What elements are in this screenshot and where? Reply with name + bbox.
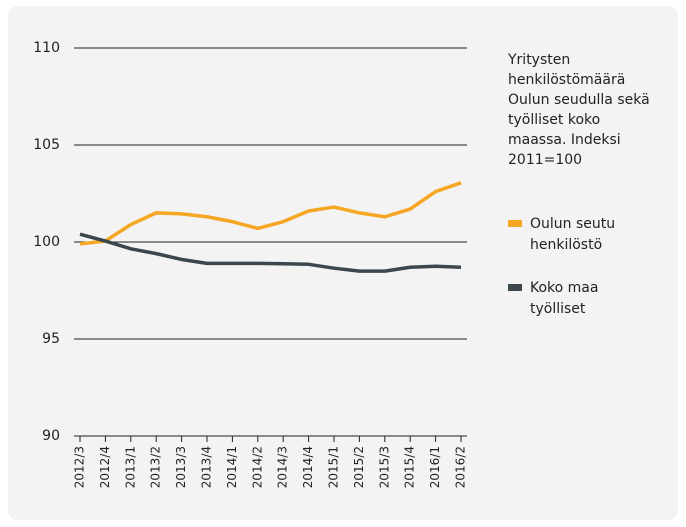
x-tick-label: 2016/2 [454, 446, 468, 488]
y-tick-label: 105 [33, 137, 60, 153]
legend-swatch [508, 284, 522, 291]
card [8, 6, 678, 520]
x-tick-label: 2014/2 [250, 446, 264, 488]
legend-label: Oulun seutu henkilöstö [530, 216, 616, 253]
legend-label: Koko maa työlliset [530, 280, 599, 317]
x-tick-label: 2014/3 [276, 446, 290, 488]
x-tick-label: 2015/1 [327, 446, 341, 488]
x-tick-label: 2013/1 [123, 446, 137, 488]
y-tick-label: 100 [33, 234, 60, 250]
x-tick-label: 2013/3 [174, 446, 188, 488]
y-tick-label: 110 [33, 40, 60, 56]
x-tick-label: 2015/2 [352, 446, 366, 488]
x-tick-label: 2012/3 [73, 446, 87, 488]
x-tick-label: 2014/4 [301, 446, 315, 488]
x-tick-label: 2012/4 [98, 446, 112, 488]
x-tick-label: 2015/4 [403, 446, 417, 488]
chart-title: Yritysten henkilöstömäärä Oulun seudulla… [508, 52, 650, 168]
x-tick-label: 2013/4 [200, 446, 214, 488]
x-tick-label: 2015/3 [377, 446, 391, 488]
y-tick-label: 95 [42, 331, 60, 347]
series-line [79, 181, 462, 246]
y-tick-label: 90 [42, 428, 60, 444]
legend-item: Koko maa työlliset [508, 278, 658, 320]
legend-item: Oulun seutu henkilöstö [508, 214, 658, 256]
x-tick-label: 2013/2 [149, 446, 163, 488]
x-tick-label: 2016/1 [428, 446, 442, 488]
series-line [79, 232, 462, 273]
x-tick-label: 2014/1 [225, 446, 239, 488]
legend-swatch [508, 220, 522, 227]
